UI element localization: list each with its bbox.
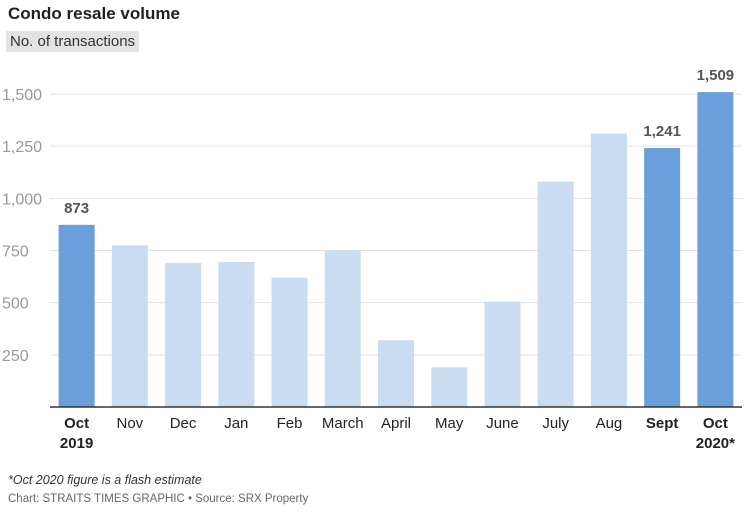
chart-credit: Chart: STRAITS TIMES GRAPHIC • Source: S… xyxy=(8,493,309,505)
x-tick-label: Dec xyxy=(170,415,197,432)
data-label: 873 xyxy=(64,200,89,217)
bar xyxy=(324,250,361,407)
x-tick-label: May xyxy=(435,415,464,432)
footnote: *Oct 2020 figure is a flash estimate xyxy=(8,473,202,487)
bar xyxy=(58,224,95,407)
x-tick-label: April xyxy=(381,415,411,432)
y-tick-label: 1,500 xyxy=(2,87,42,104)
x-tick-label: Oct xyxy=(64,415,89,432)
x-tick-label: Oct xyxy=(703,415,728,432)
bar xyxy=(590,133,627,407)
bar xyxy=(218,261,255,407)
bar xyxy=(484,301,521,407)
x-tick-label: Aug xyxy=(596,415,623,432)
x-tick-label: Nov xyxy=(117,415,144,432)
x-tick-label: 2020* xyxy=(696,435,735,452)
bar xyxy=(697,92,734,407)
bar-chart: 250 500 750 1,000 1,250 1,500 873 Oct 2019 Nov Dec… xyxy=(2,67,742,452)
y-tick-label: 1,000 xyxy=(2,191,42,208)
bar xyxy=(271,277,308,407)
x-tick-label: 2019 xyxy=(60,435,93,452)
bar xyxy=(537,181,574,407)
x-tick-label: Feb xyxy=(277,415,303,432)
data-label: 1,509 xyxy=(697,67,735,84)
bar xyxy=(378,340,414,407)
data-label: 1,241 xyxy=(643,123,681,140)
x-tick-label: March xyxy=(322,415,364,432)
x-tick-label: Sept xyxy=(646,415,679,432)
y-tick-label: 500 xyxy=(2,296,29,313)
x-tick-label: June xyxy=(486,415,519,432)
x-tick-label: Jan xyxy=(224,415,248,432)
bar xyxy=(644,148,681,407)
bar xyxy=(111,245,148,407)
y-tick-label: 250 xyxy=(2,348,29,365)
y-tick-label: 750 xyxy=(2,244,29,261)
x-tick-label: July xyxy=(542,415,569,432)
bar xyxy=(165,263,202,407)
y-tick-label: 1,250 xyxy=(2,139,42,156)
chart-subtitle: No. of transactions xyxy=(6,31,140,52)
bar xyxy=(431,367,468,407)
chart-title: Condo resale volume xyxy=(8,4,180,23)
